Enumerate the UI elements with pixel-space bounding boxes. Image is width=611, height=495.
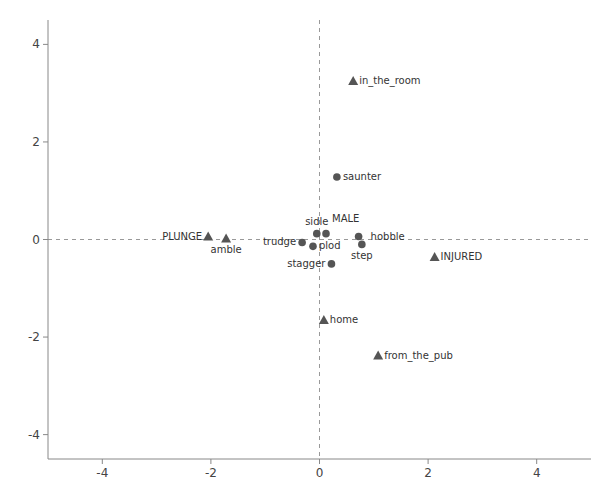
y-tick	[43, 239, 48, 240]
y-tick-label: -2	[28, 330, 40, 344]
circle-point	[322, 230, 330, 238]
triangle-point	[221, 234, 231, 243]
triangle-point	[430, 252, 440, 261]
y-tick	[43, 44, 48, 45]
x-tick-label: -4	[96, 466, 108, 480]
point-label: sidle	[305, 216, 328, 227]
x-tick	[102, 459, 103, 464]
point-label: trudge	[263, 236, 296, 247]
point-label: amble	[211, 244, 242, 255]
x-tick-label: 0	[316, 466, 324, 480]
triangle-point	[319, 315, 329, 324]
point-labels: sidle MALE saunter hobble step trudge plod stag…	[162, 75, 482, 362]
x-tick-label: -2	[205, 466, 217, 480]
y-tick	[43, 141, 48, 142]
x-tick	[428, 459, 429, 464]
y-tick-label: -4	[28, 428, 40, 442]
x-tick-label: 2	[424, 466, 432, 480]
y-tick-label: 4	[32, 37, 40, 51]
chart: -4 -2 0 2 4 -4 -2 0 2 4 sidle MALE saunter hobble step…	[0, 0, 611, 495]
point-label: stagger	[287, 258, 326, 269]
point-label: home	[330, 314, 358, 325]
point-label: hobble	[371, 231, 405, 242]
point-label: step	[351, 250, 373, 261]
y-tick	[43, 337, 48, 338]
axes: -4 -2 0 2 4 -4 -2 0 2 4	[28, 20, 591, 480]
x-tick	[536, 459, 537, 464]
circle-point	[328, 260, 336, 268]
point-label: PLUNGE	[162, 231, 202, 242]
triangle-point	[373, 351, 383, 360]
triangle-point	[348, 76, 358, 85]
point-label: MALE	[332, 213, 359, 224]
circle-point	[358, 241, 366, 249]
circle-point	[313, 230, 321, 238]
reference-lines	[48, 20, 591, 459]
y-tick-label: 2	[32, 135, 40, 149]
circle-point	[309, 243, 317, 251]
x-tick	[319, 459, 320, 464]
circle-point	[355, 233, 363, 241]
y-tick	[43, 434, 48, 435]
x-tick-label: 4	[533, 466, 541, 480]
point-label: INJURED	[441, 251, 483, 262]
circle-point	[333, 173, 341, 181]
marks	[203, 76, 439, 360]
point-label: saunter	[343, 171, 382, 182]
point-label: plod	[319, 240, 341, 251]
point-label: in_the_room	[359, 75, 420, 87]
point-label: from_the_pub	[384, 350, 453, 362]
circle-point	[298, 239, 306, 247]
triangle-point	[203, 232, 213, 241]
y-tick-label: 0	[32, 233, 40, 247]
x-tick	[210, 459, 211, 464]
